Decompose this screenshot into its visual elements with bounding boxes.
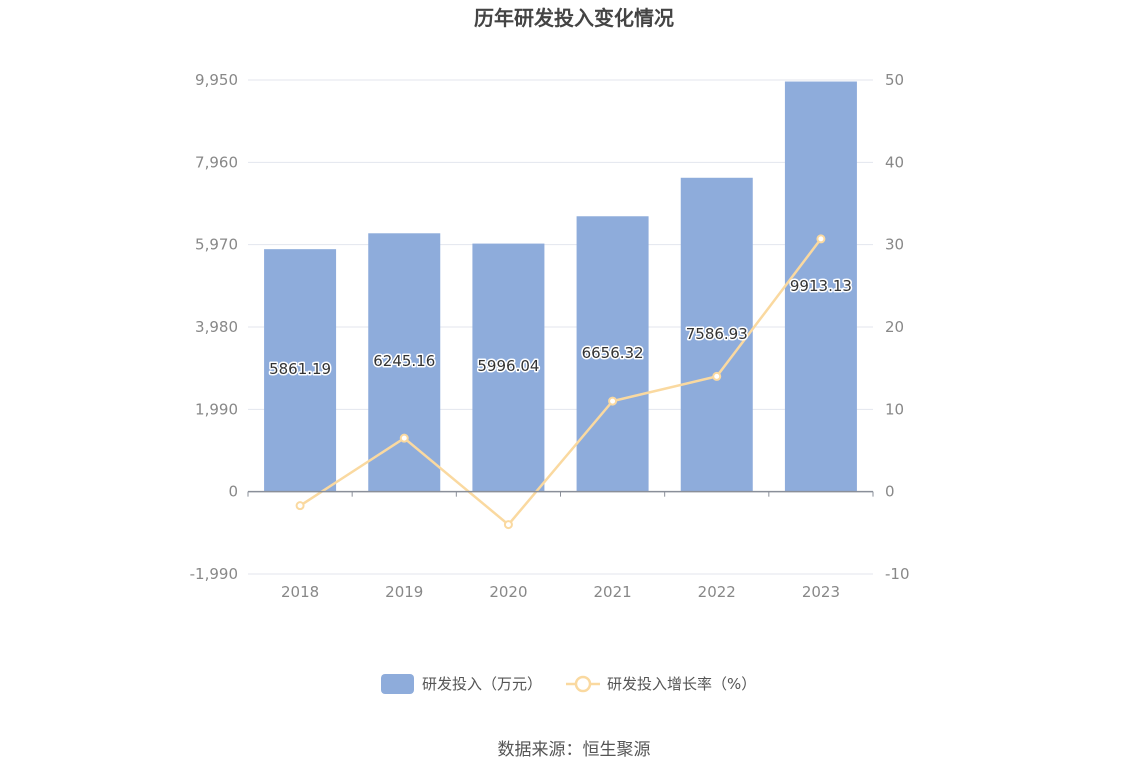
line-point[interactable] — [712, 371, 722, 381]
source-text: 数据来源：恒生聚源 — [498, 740, 651, 760]
bar-value-label: 6245.16 — [373, 352, 435, 370]
data-labels: 5861.19 6245.16 5996.04 6656.32 7586.93 9913.… — [268, 276, 854, 380]
line-point[interactable] — [399, 433, 409, 443]
bar-value-label: 7586.93 — [686, 325, 748, 343]
line-point[interactable] — [608, 396, 618, 406]
legend-line-label[interactable]: 研发投入增长率（%） — [607, 675, 756, 693]
bar[interactable] — [576, 216, 649, 492]
left-tick-label: 0 — [228, 483, 238, 501]
right-axis: 50 40 30 20 10 0 -10 — [885, 71, 910, 583]
grid-lines — [248, 79, 873, 575]
right-tick-label: 50 — [885, 71, 904, 89]
growth-line — [299, 238, 822, 527]
left-tick-label: 5,970 — [195, 236, 238, 254]
legend-bar-swatch[interactable] — [381, 674, 414, 694]
chart-title: 历年研发投入变化情况 — [474, 6, 674, 30]
x-tick-label: 2018 — [281, 583, 319, 601]
bar[interactable] — [784, 81, 857, 492]
left-tick-label: 9,950 — [195, 71, 238, 89]
left-tick-label: -1,990 — [190, 565, 238, 583]
bar-value-label: 9913.13 — [790, 277, 852, 295]
legend-bar-label[interactable]: 研发投入（万元） — [422, 675, 542, 693]
line-point[interactable] — [295, 501, 305, 511]
left-tick-label: 1,990 — [195, 400, 238, 418]
left-tick-label: 3,980 — [195, 318, 238, 336]
line-point[interactable] — [816, 234, 826, 244]
x-tick-label: 2022 — [698, 583, 736, 601]
bar-value-label: 5996.04 — [477, 357, 539, 375]
right-tick-label: 30 — [885, 236, 904, 254]
right-tick-label: 20 — [885, 318, 904, 336]
x-tick-label: 2019 — [385, 583, 423, 601]
x-tick-label: 2021 — [593, 583, 631, 601]
bar[interactable] — [368, 233, 441, 492]
x-axis: 2018 2019 2020 2021 2022 2023 — [247, 490, 874, 601]
x-tick-label: 2023 — [802, 583, 840, 601]
left-tick-label: 7,960 — [195, 153, 238, 171]
right-tick-label: -10 — [885, 565, 910, 583]
bar[interactable] — [680, 177, 753, 492]
bar-value-label: 6656.32 — [582, 344, 644, 362]
right-tick-label: 0 — [885, 483, 895, 501]
bar[interactable] — [264, 249, 337, 492]
line-point[interactable] — [503, 520, 513, 530]
legend-line-marker[interactable] — [574, 675, 592, 693]
right-tick-label: 40 — [885, 153, 904, 171]
right-tick-label: 10 — [885, 400, 904, 418]
line-series — [295, 234, 826, 530]
left-axis: 9,950 7,960 5,970 3,980 1,990 0 -1,990 — [190, 71, 238, 583]
x-tick-label: 2020 — [489, 583, 527, 601]
bar-value-label: 5861.19 — [269, 360, 331, 378]
legend[interactable]: 研发投入（万元） 研发投入增长率（%） — [381, 674, 756, 694]
bar-series — [264, 81, 857, 492]
bar[interactable] — [472, 243, 545, 492]
